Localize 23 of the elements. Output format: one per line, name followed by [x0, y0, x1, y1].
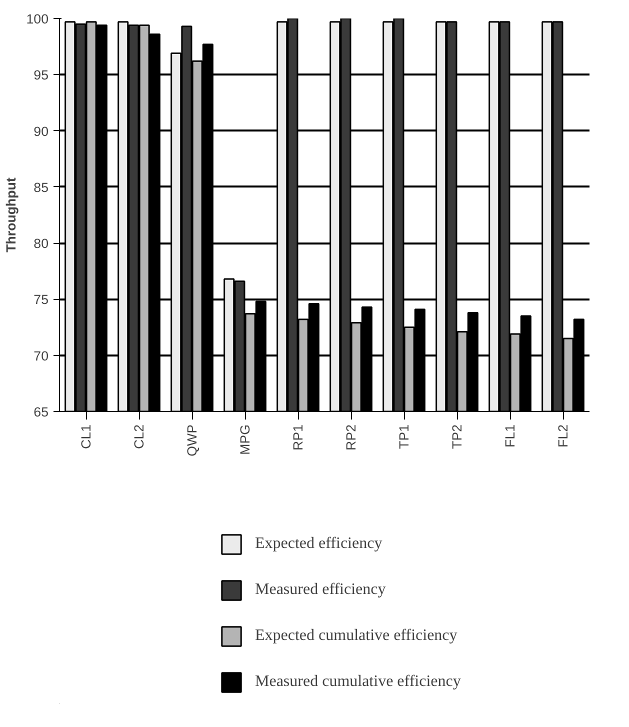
y-axis-title: Throughput	[3, 177, 18, 252]
legend-label: Measured cumulative efficiency	[255, 673, 461, 691]
y-tick-label: 65	[34, 404, 49, 420]
x-tick-label: FL1	[502, 424, 518, 448]
x-tick-label: RP2	[344, 424, 358, 450]
legend-label: Expected efficiency	[255, 535, 382, 553]
x-tick-label: QWP	[184, 424, 200, 456]
y-tick-label: 70	[34, 348, 49, 364]
y-tick-label: 90	[34, 124, 49, 139]
y-tick-label: 80	[34, 236, 49, 252]
legend-label: Measured efficiency	[255, 581, 386, 599]
x-tick-label: TP2	[450, 424, 464, 449]
x-tick-label: CL1	[78, 424, 94, 449]
y-tick-label: 75	[34, 292, 49, 308]
x-tick-label: FL2	[556, 424, 570, 448]
legend-label: Expected cumulative efficiency	[255, 627, 458, 645]
y-tick-label: 100	[26, 12, 49, 26]
x-tick-label: MPG	[238, 424, 252, 455]
y-tick-label: 95	[34, 68, 49, 83]
y-tick-label: 85	[34, 180, 49, 195]
x-tick-label: CL2	[132, 424, 146, 449]
x-tick-label: RP1	[290, 424, 306, 450]
x-tick-label: TP1	[396, 424, 412, 449]
